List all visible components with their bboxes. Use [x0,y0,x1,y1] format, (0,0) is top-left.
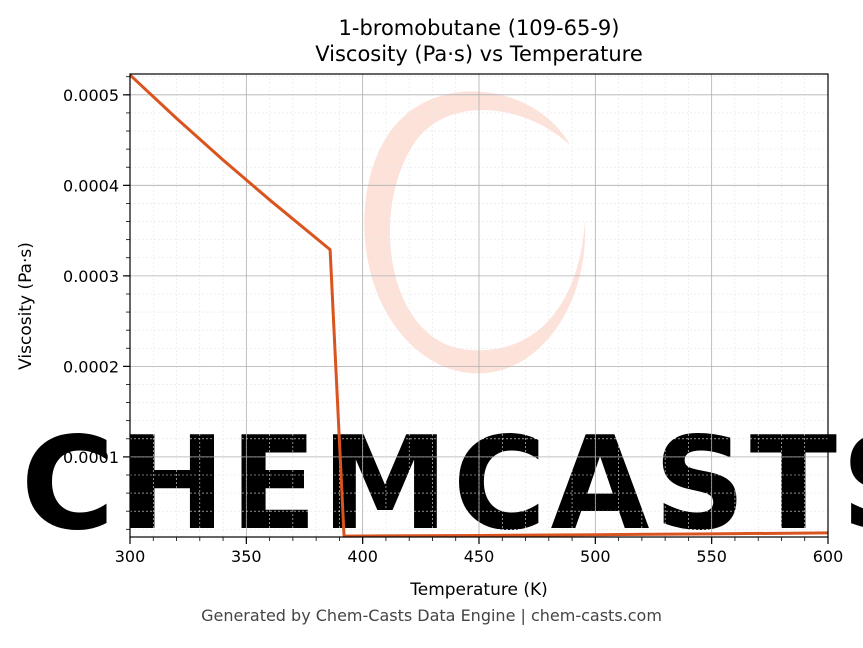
x-tick-label: 500 [580,547,611,566]
x-tick-label: 300 [115,547,146,566]
x-tick-label: 350 [231,547,262,566]
x-axis-label: Temperature (K) [409,580,548,600]
footer-credit: Generated by Chem-Casts Data Engine | ch… [201,606,662,625]
x-tick-label: 600 [813,547,844,566]
y-tick-label: 0.0001 [63,448,119,467]
x-tick-label: 450 [464,547,495,566]
series-line [128,73,829,538]
chart-title: 1-bromobutane (109-65-9) [339,16,620,40]
y-tick-label: 0.0005 [63,86,119,105]
watermark: CHEMCASTS [21,91,863,559]
y-tick-label: 0.0003 [63,267,119,286]
y-tick-label: 0.0002 [63,357,119,376]
y-axis: 0.0001 0.0002 0.0003 0.0004 0.0005 [63,76,130,530]
x-tick-label: 550 [696,547,727,566]
x-axis: 300 350 400 450 500 550 600 [115,537,844,566]
chart-subtitle: Viscosity (Pa·s) vs Temperature [315,42,643,66]
y-tick-label: 0.0004 [63,176,119,195]
y-axis-label: Viscosity (Pa·s) [16,242,36,370]
watermark-logo-swirl [364,91,586,374]
x-tick-label: 400 [347,547,378,566]
